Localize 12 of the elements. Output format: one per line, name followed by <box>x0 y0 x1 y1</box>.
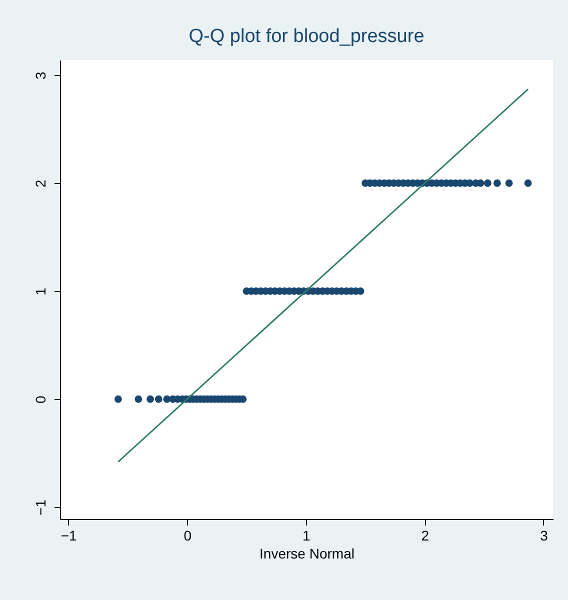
x-tick-label: 0 <box>184 528 192 544</box>
y-tick-label: 2 <box>32 180 48 188</box>
x-tick-label: 2 <box>421 528 430 544</box>
y-tick-label: 1 <box>32 288 48 296</box>
x-axis-title: Inverse Normal <box>260 546 354 562</box>
y-tick-label: 3 <box>32 72 48 80</box>
x-tick-label: −1 <box>60 528 78 544</box>
chart-title: Q-Q plot for blood_pressure <box>188 26 424 47</box>
y-tick-label: 0 <box>32 396 48 404</box>
y-tick-label: −1 <box>32 499 48 516</box>
x-tick-label: 1 <box>302 528 311 544</box>
x-tick-label: 3 <box>540 528 548 544</box>
